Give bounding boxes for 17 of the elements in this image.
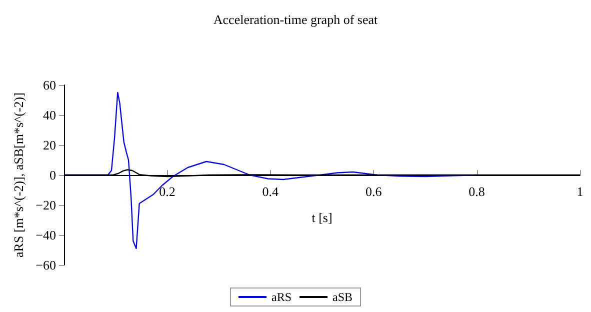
x-tick-label: 0.2 <box>159 184 176 199</box>
y-axis-title: aRS [m*s^(-2)], aSB[m*s^(-2)] <box>10 92 26 258</box>
y-tick-label: 40 <box>43 108 56 122</box>
x-tick-label: 0.8 <box>468 184 485 199</box>
x-tick-label: 0.6 <box>365 184 382 199</box>
chart-title: Acceleration-time graph of seat <box>213 12 378 27</box>
y-tick-label: −40 <box>36 228 56 242</box>
x-axis-title: t [s] <box>312 210 332 225</box>
x-tick-label: 1 <box>576 184 584 199</box>
x-tick-label: 0.4 <box>262 184 280 199</box>
legend-label: aRS <box>271 290 292 304</box>
y-tick-label: 0 <box>50 168 56 182</box>
y-tick-label: 20 <box>43 138 56 152</box>
y-tick-label: −60 <box>36 258 56 272</box>
y-tick-label: 60 <box>43 78 56 92</box>
legend-label: aSB <box>332 290 353 304</box>
y-tick-label: −20 <box>36 198 56 212</box>
